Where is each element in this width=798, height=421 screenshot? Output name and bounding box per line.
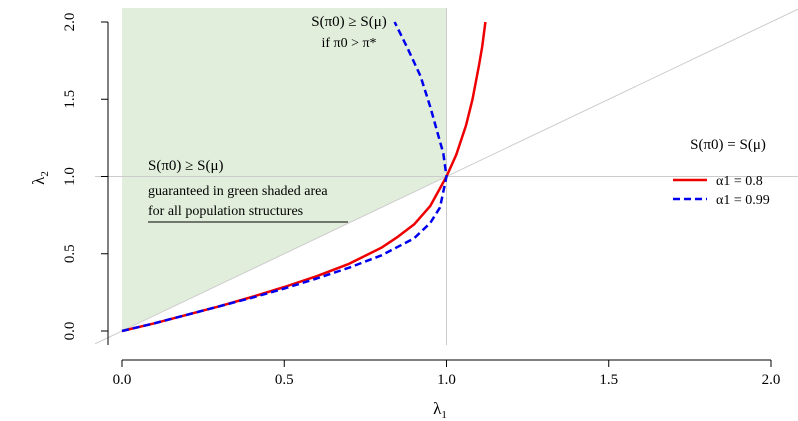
- x-ticks: 0.0 0.5 1.0 1.5 2.0: [113, 360, 781, 388]
- series-line-1: [121, 21, 448, 333]
- y-tick-label-4: 2.0: [62, 13, 78, 32]
- y-tick-label-3: 1.5: [62, 90, 78, 109]
- y-tick-label-2: 1.0: [62, 167, 78, 186]
- x-tick-label-2: 1.0: [437, 372, 456, 388]
- annotation-top-condition: S(π0) ≥ S(μ): [311, 14, 387, 30]
- legend: S(π0) = S(μ) α1 = 0.8 α1 = 0.99: [673, 137, 770, 208]
- legend-entry-0: α1 = 0.8: [716, 174, 763, 189]
- green-region: [122, 8, 447, 331]
- annotation-left-title: S(π0) ≥ S(μ): [148, 158, 224, 174]
- legend-entry-1: α1 = 0.99: [716, 193, 770, 208]
- y-tick-label-1: 0.5: [62, 244, 78, 263]
- x-tick-label-4: 2.0: [762, 372, 781, 388]
- x-tick-label-1: 0.5: [275, 372, 294, 388]
- annotation-top-subcondition: if π0 > π*: [321, 36, 376, 51]
- legend-title: S(π0) = S(μ): [690, 137, 766, 153]
- x-tick-label-3: 1.5: [599, 372, 618, 388]
- shaded-regions: [122, 8, 447, 331]
- x-tick-label-0: 0.0: [113, 372, 132, 388]
- annotation-left-line3: for all population structures: [148, 204, 303, 219]
- y-tick-label-0: 0.0: [62, 322, 78, 341]
- series-lines: [121, 21, 487, 333]
- x-axis-label: λ1: [433, 399, 447, 421]
- y-ticks: 0.0 0.5 1.0 1.5 2.0: [62, 13, 108, 341]
- annotation-left-line2: guaranteed in green shaded area: [148, 184, 328, 199]
- y-axis-label: λ2: [29, 171, 51, 185]
